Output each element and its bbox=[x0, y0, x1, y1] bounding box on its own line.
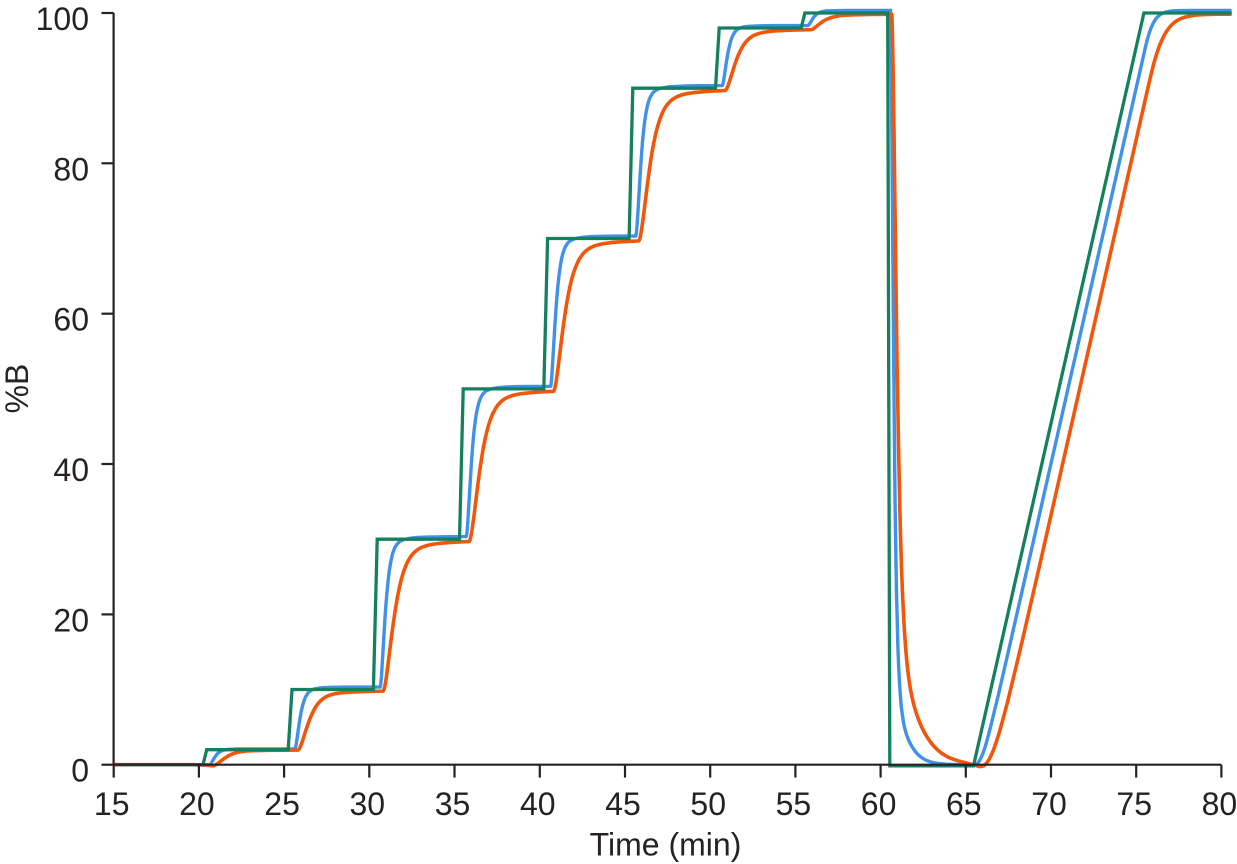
svg-text:65: 65 bbox=[946, 786, 982, 822]
svg-text:45: 45 bbox=[605, 786, 641, 822]
svg-text:55: 55 bbox=[776, 786, 812, 822]
svg-text:80: 80 bbox=[1202, 786, 1237, 822]
svg-text:25: 25 bbox=[264, 786, 300, 822]
svg-text:40: 40 bbox=[520, 786, 556, 822]
svg-text:75: 75 bbox=[1116, 786, 1152, 822]
svg-text:%B: %B bbox=[0, 364, 35, 414]
svg-text:20: 20 bbox=[53, 602, 89, 638]
svg-text:40: 40 bbox=[53, 452, 89, 488]
svg-text:80: 80 bbox=[53, 151, 89, 187]
svg-text:60: 60 bbox=[53, 302, 89, 338]
svg-text:50: 50 bbox=[690, 786, 726, 822]
svg-text:100: 100 bbox=[36, 1, 89, 37]
svg-text:20: 20 bbox=[179, 786, 215, 822]
svg-text:0: 0 bbox=[71, 753, 89, 789]
svg-text:Time (min): Time (min) bbox=[590, 827, 742, 863]
svg-text:15: 15 bbox=[94, 786, 130, 822]
svg-text:35: 35 bbox=[435, 786, 471, 822]
svg-text:30: 30 bbox=[350, 786, 386, 822]
svg-text:60: 60 bbox=[861, 786, 897, 822]
svg-text:70: 70 bbox=[1031, 786, 1067, 822]
